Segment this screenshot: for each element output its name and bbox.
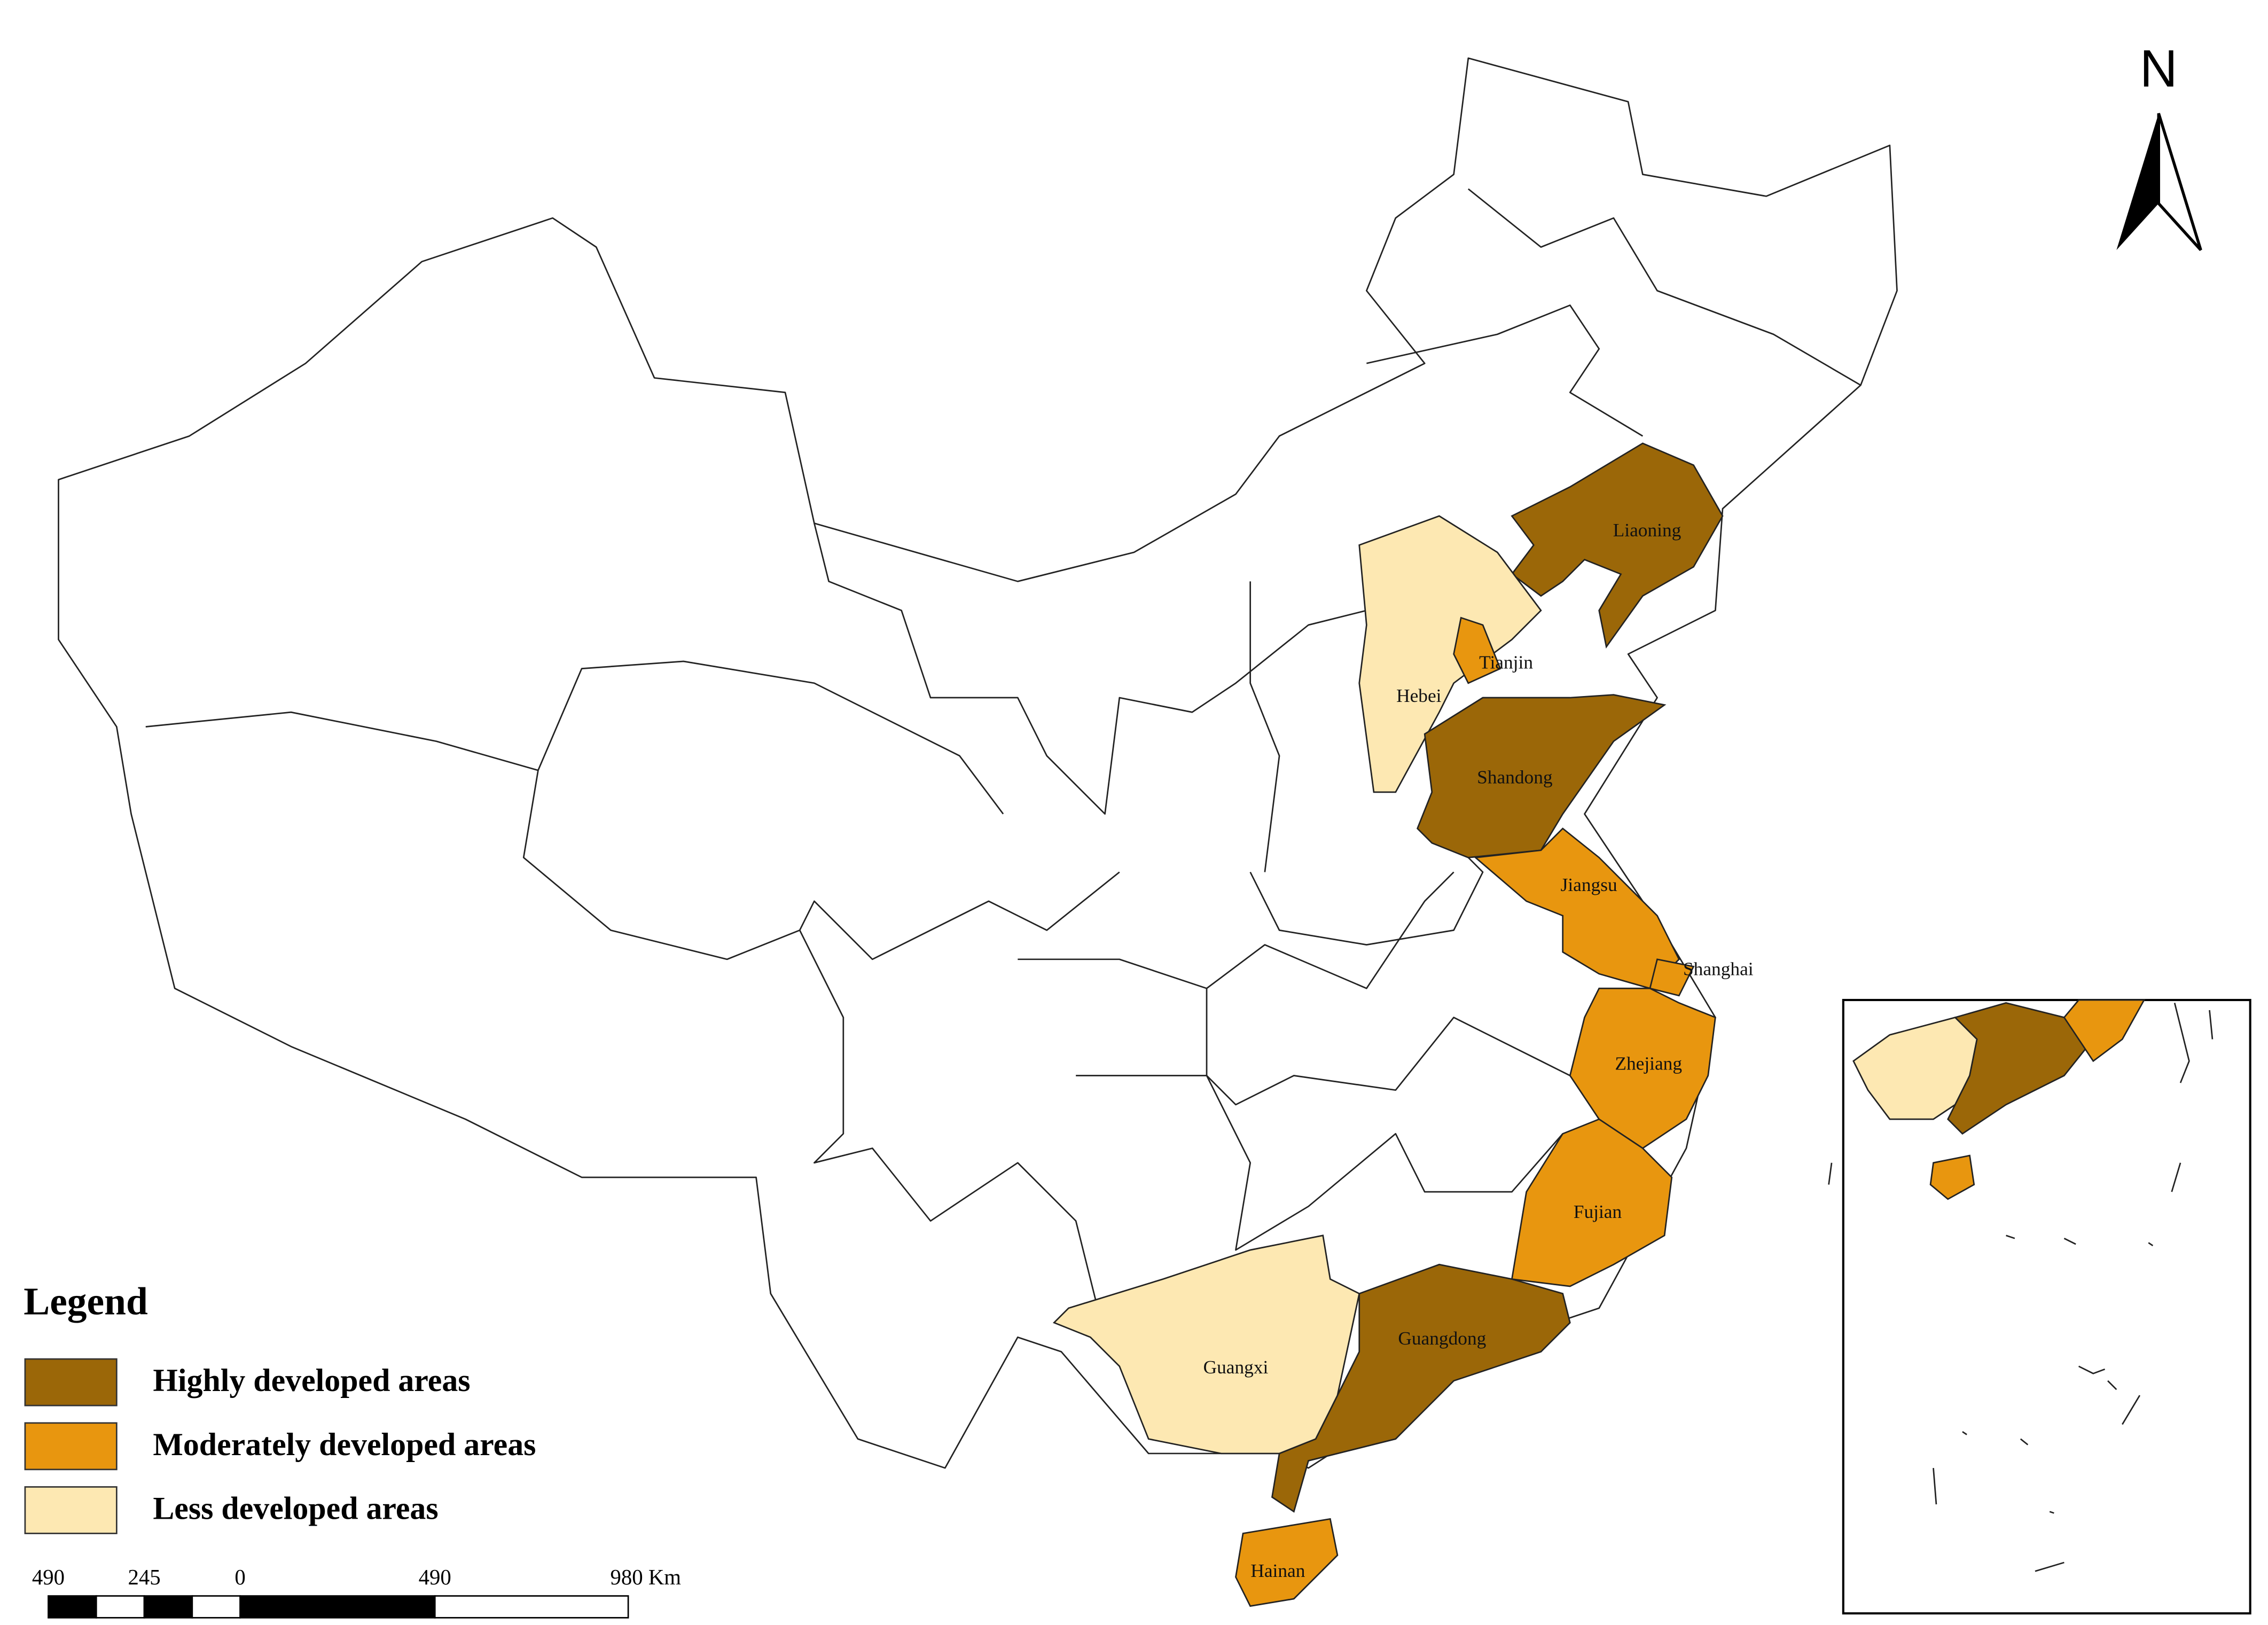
inset-region: [2063, 999, 2146, 1062]
region-label: Liaoning: [1613, 519, 1682, 541]
region-label: Fujian: [1574, 1201, 1622, 1222]
legend-label: Less developed areas: [153, 1491, 438, 1526]
region-2: [1453, 616, 1501, 684]
north-label: N: [2140, 39, 2178, 98]
scale-segment: [239, 1595, 436, 1619]
region-label: Zhejiang: [1615, 1053, 1682, 1074]
region-label: Hebei: [1396, 685, 1442, 706]
north-arrow: N: [2116, 39, 2202, 251]
region-label: Tianjin: [1479, 652, 1533, 673]
province-border: [1467, 188, 1862, 386]
scale-segment: [434, 1595, 629, 1619]
region-label: Shanghai: [1683, 958, 1754, 980]
scale-bar: 490 245 0 490 980 Km: [32, 1565, 681, 1619]
region-0: [1511, 442, 1724, 649]
province-border: [1076, 1075, 1563, 1251]
scale-segment: [48, 1595, 97, 1619]
province-border: [814, 523, 1367, 815]
scale-label: 490: [32, 1565, 65, 1589]
arrow-right: [2157, 113, 2202, 251]
inset-region: [1947, 1002, 2094, 1135]
inset-islands: [1828, 1003, 2214, 1572]
region-label: Shandong: [1477, 767, 1552, 788]
region-label: Jiangsu: [1561, 874, 1617, 895]
region-6: [1569, 987, 1716, 1150]
scale-label: 490: [419, 1565, 451, 1589]
region-label: Guangxi: [1203, 1356, 1269, 1378]
scale-label: 980 Km: [610, 1565, 681, 1589]
legend-swatch: [24, 1422, 118, 1471]
region-label: Guangdong: [1398, 1327, 1486, 1349]
province-border: [1206, 988, 1570, 1106]
scale-segment: [95, 1595, 145, 1619]
province-border: [1018, 871, 1454, 989]
scale-segment: [143, 1595, 193, 1619]
province-border: [1366, 304, 1644, 437]
scale-label: 245: [128, 1565, 160, 1589]
scale-segment: [191, 1595, 241, 1619]
province-border: [145, 660, 1004, 815]
country-outline: [58, 57, 1898, 1469]
inset-region: [1929, 1154, 1975, 1200]
legend: Legend Highly developed areas Moderately …: [24, 1279, 536, 1534]
province-border: [1249, 857, 1484, 946]
country-base: [58, 57, 1898, 1469]
region-label: Hainan: [1250, 1560, 1305, 1581]
regions: Liaoning Hebei Tianjin Shandong Jiangsu Shang…: [1052, 442, 1754, 1607]
scale-label: 0: [234, 1565, 245, 1589]
legend-label: Highly developed areas: [153, 1363, 470, 1398]
region-9: [1052, 1235, 1360, 1455]
region-1: [1358, 515, 1542, 793]
province-border: [522, 770, 1120, 960]
legend-swatch: [24, 1486, 118, 1534]
province-border: [1249, 581, 1280, 872]
inset-map: [1828, 998, 2251, 1615]
legend-title: Legend: [24, 1279, 148, 1323]
region-10: [1235, 1518, 1339, 1607]
legend-label: Moderately developed areas: [153, 1427, 536, 1462]
region-5: [1649, 958, 1695, 997]
region-7: [1511, 1118, 1673, 1287]
legend-swatch: [24, 1358, 118, 1407]
region-3: [1416, 694, 1667, 858]
province-border: [799, 929, 1106, 1338]
